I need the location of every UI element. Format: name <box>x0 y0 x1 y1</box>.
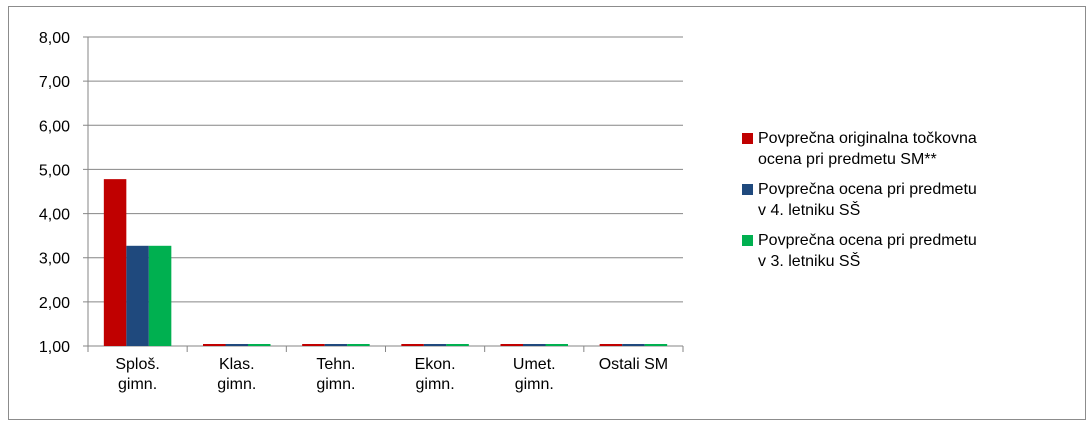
y-tick-label: 3,00 <box>39 251 70 268</box>
legend-swatch <box>742 184 753 195</box>
bar <box>248 344 271 346</box>
legend-label: ocena pri predmetu SM** <box>758 151 937 168</box>
x-tick-label: Ostali SM <box>599 356 668 373</box>
bar <box>446 344 469 346</box>
x-tick-label: Ekon. <box>415 356 456 373</box>
bar <box>644 344 668 346</box>
bar <box>500 344 523 346</box>
chart-legend: Povprečna originalna točkovna ocena pri p… <box>740 128 1070 281</box>
bar <box>523 344 546 346</box>
bar <box>401 344 424 346</box>
bar <box>225 344 248 346</box>
bar <box>148 245 172 346</box>
y-tick-label: 8,00 <box>39 30 70 47</box>
legend-item: Povprečna ocena pri predmetu v 4. letniku… <box>740 179 1070 221</box>
x-tick-label: Umet. <box>513 356 556 373</box>
y-tick-label: 5,00 <box>39 162 70 179</box>
x-tick-label: Klas. <box>219 356 255 373</box>
y-tick-label: 7,00 <box>39 74 70 91</box>
y-tick-label: 6,00 <box>39 118 70 135</box>
x-tick-label: gimn. <box>515 376 554 393</box>
bar <box>622 344 645 346</box>
x-tick-label: gimn. <box>416 376 455 393</box>
x-tick-label: gimn. <box>316 376 355 393</box>
x-tick-label: gimn. <box>217 376 256 393</box>
y-tick-label: 4,00 <box>39 207 70 224</box>
legend-swatch <box>742 133 753 144</box>
x-tick-label: Tehn. <box>316 356 355 373</box>
bar <box>203 344 226 346</box>
bar <box>126 245 149 346</box>
legend-label: Povprečna ocena pri predmetu <box>758 181 977 198</box>
x-tick-label: gimn. <box>118 376 157 393</box>
legend-swatch <box>742 235 753 246</box>
y-tick-label: 1,00 <box>39 339 70 356</box>
bar <box>103 179 127 346</box>
x-tick-label: Sploš. <box>115 356 159 373</box>
legend-item: Povprečna ocena pri predmetu v 3. letniku… <box>740 230 1070 272</box>
bar <box>324 344 348 346</box>
legend-label: Povprečna originalna točkovna <box>758 130 977 147</box>
bar <box>347 344 370 346</box>
y-tick-label: 2,00 <box>39 295 70 312</box>
bar <box>423 344 447 346</box>
bar <box>545 344 568 346</box>
legend-item: Povprečna originalna točkovna ocena pri p… <box>740 128 1070 170</box>
legend-label: v 4. letniku SŠ <box>758 202 861 219</box>
legend-label: v 3. letniku SŠ <box>758 253 861 270</box>
bar <box>599 344 623 346</box>
bar <box>302 344 325 346</box>
legend-label: Povprečna ocena pri predmetu <box>758 232 977 249</box>
